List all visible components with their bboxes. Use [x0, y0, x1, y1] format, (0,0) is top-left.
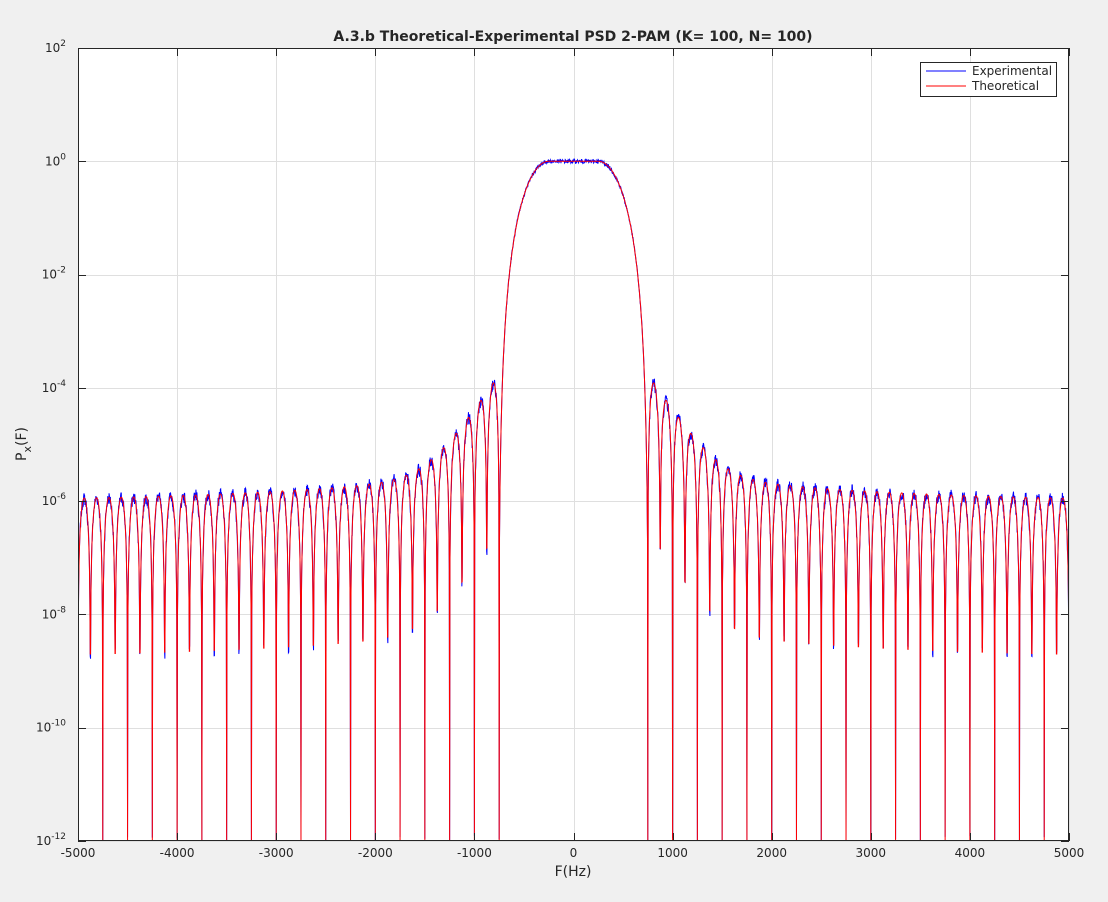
y-axis-label: Px(F)	[14, 427, 34, 461]
x-tick-label: 2000	[756, 846, 787, 860]
x-axis-label: F(Hz)	[555, 864, 592, 880]
chart-title: A.3.b Theoretical-Experimental PSD 2-PAM…	[333, 29, 812, 45]
x-tick-label: 0	[570, 846, 578, 860]
y-tick-label: 10-12	[36, 832, 66, 848]
legend-label-experimental: Experimental	[972, 64, 1052, 78]
x-tick-label: 5000	[1054, 846, 1085, 860]
y-axis-label-sub: x	[21, 446, 34, 453]
y-tick-label: 100	[45, 152, 66, 168]
legend-box	[920, 62, 1057, 97]
y-tick-label: 10-8	[42, 605, 67, 621]
y-tick-labels: 102 100 10-2 10-4 10-6 10-8 10-10 10-12	[36, 39, 66, 848]
axes-background	[78, 48, 1069, 841]
x-tick-label: 1000	[657, 846, 688, 860]
axes-box	[78, 48, 1069, 841]
y-tick-label: 102	[45, 39, 66, 55]
legend[interactable]: Experimental Theoretical	[920, 62, 1057, 97]
y-tick-label: 10-10	[36, 719, 66, 735]
x-tick-label: 3000	[856, 846, 887, 860]
x-tick-label: -3000	[259, 846, 294, 860]
y-tick-label: 10-6	[42, 492, 67, 508]
y-tick-label: 10-4	[42, 379, 67, 395]
x-tick-label: -5000	[61, 846, 96, 860]
y-tick-label: 10-2	[42, 266, 66, 282]
legend-label-theoretical: Theoretical	[971, 79, 1039, 93]
series-theoretical	[78, 160, 1069, 841]
x-tick-labels: -5000 -4000 -3000 -2000 -1000 0 1000 2000 3000 40…	[61, 846, 1085, 860]
tick-marks	[78, 48, 1070, 842]
y-axis-label-main: P	[14, 453, 30, 461]
x-tick-label: -1000	[457, 846, 492, 860]
svg-text:Px(F): Px(F)	[14, 427, 34, 461]
x-tick-label: -4000	[160, 846, 195, 860]
x-tick-label: 4000	[955, 846, 986, 860]
x-tick-label: -2000	[358, 846, 393, 860]
y-axis-label-tail: (F)	[14, 427, 30, 446]
